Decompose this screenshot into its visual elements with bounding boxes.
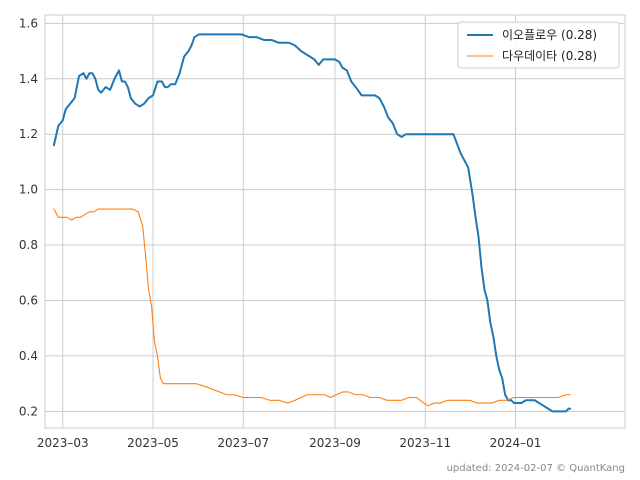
y-tick-label: 1.6 xyxy=(19,16,38,30)
y-tick-label: 0.4 xyxy=(19,349,38,363)
y-tick-label: 0.8 xyxy=(19,238,38,252)
x-tick-label: 2023–05 xyxy=(127,436,179,450)
series-line-0 xyxy=(52,33,572,413)
legend-box xyxy=(457,21,620,69)
grid xyxy=(45,15,625,428)
legend: 이오플로우 (0.28) 다우데이타 (0.28) xyxy=(457,21,620,69)
series-group xyxy=(52,33,572,413)
tick-labels: 0.2 0.4 0.6 0.8 1.0 1.2 1.4 1.6 2023–03 2023–05 20… xyxy=(19,16,542,450)
y-tick-label: 0.2 xyxy=(19,404,38,418)
legend-label-series-1: 다우데이타 (0.28) xyxy=(502,49,597,63)
x-tick-label: 2024–01 xyxy=(490,436,542,450)
y-tick-label: 1.0 xyxy=(19,183,38,197)
y-tick-label: 0.6 xyxy=(19,293,38,307)
plot-area-frame xyxy=(44,14,626,429)
y-tick-label: 1.4 xyxy=(19,72,38,86)
y-tick-label: 1.2 xyxy=(19,127,38,141)
series-line-1 xyxy=(53,208,571,407)
update-credit: updated: 2024-02-07 © QuantKang xyxy=(447,463,625,474)
x-tick-label: 2023–03 xyxy=(37,436,89,450)
x-tick-label: 2023–07 xyxy=(217,436,269,450)
x-tick-label: 2023–11 xyxy=(399,436,451,450)
legend-label-series-0: 이오플로우 (0.28) xyxy=(502,28,597,42)
x-tick-label: 2023–09 xyxy=(309,436,361,450)
